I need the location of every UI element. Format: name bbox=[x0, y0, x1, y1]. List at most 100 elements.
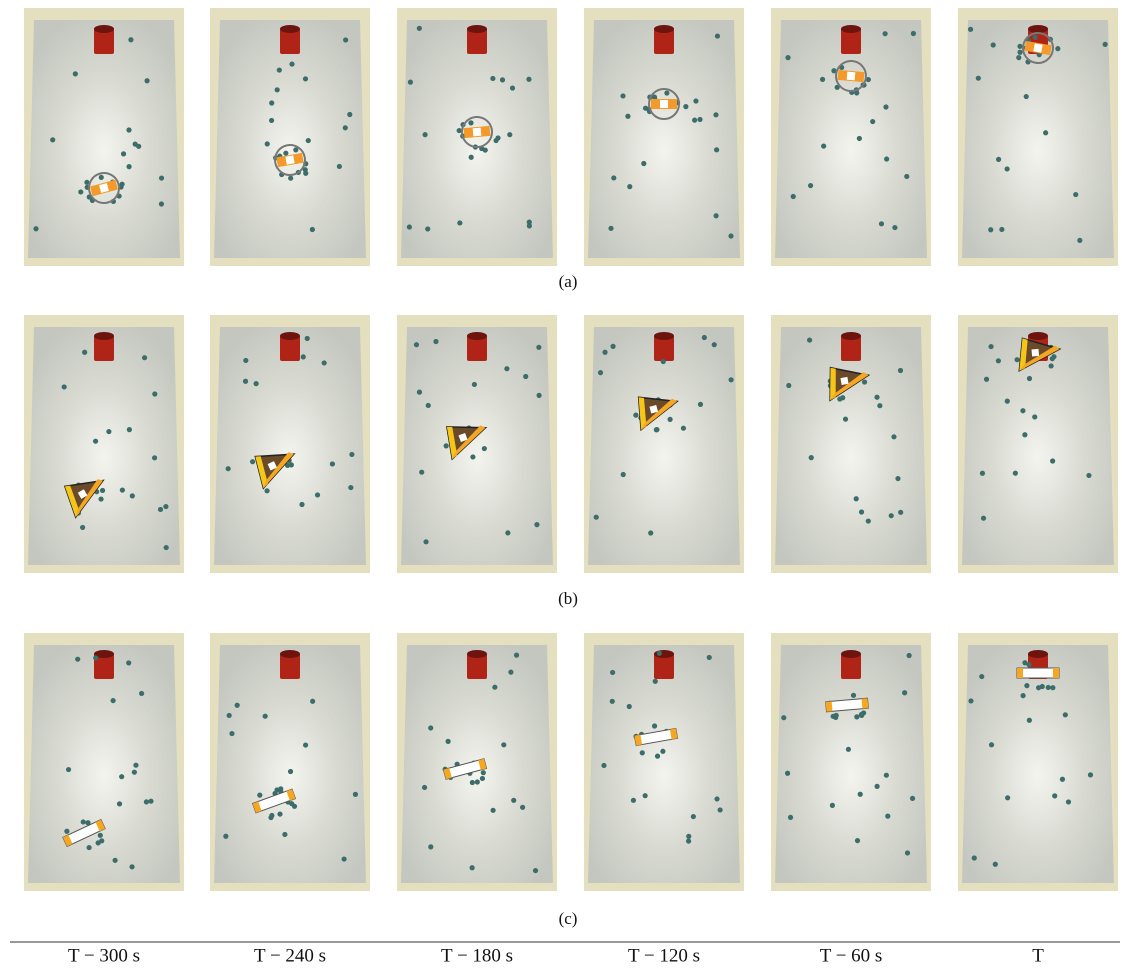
puck bbox=[1016, 55, 1021, 60]
puck bbox=[428, 725, 433, 730]
puck bbox=[343, 125, 348, 130]
puck bbox=[142, 355, 147, 360]
puck bbox=[1050, 685, 1055, 690]
puck bbox=[283, 151, 288, 156]
puck bbox=[728, 377, 733, 382]
puck bbox=[243, 358, 248, 363]
puck bbox=[610, 670, 615, 675]
puck bbox=[907, 653, 912, 658]
puck bbox=[133, 763, 138, 768]
goal-top bbox=[94, 25, 114, 33]
puck bbox=[511, 798, 516, 803]
puck bbox=[482, 446, 487, 451]
puck bbox=[268, 815, 273, 820]
puck bbox=[993, 862, 998, 867]
arena-photo bbox=[958, 8, 1118, 266]
puck bbox=[598, 370, 603, 375]
puck bbox=[1005, 399, 1010, 404]
puck bbox=[265, 141, 270, 146]
puck bbox=[417, 390, 422, 395]
puck bbox=[820, 77, 825, 82]
puck bbox=[536, 393, 541, 398]
puck bbox=[1055, 46, 1060, 51]
puck bbox=[883, 31, 888, 36]
puck bbox=[520, 805, 525, 810]
puck bbox=[254, 381, 259, 386]
goal-top bbox=[280, 25, 300, 33]
arena-floor bbox=[775, 645, 927, 883]
robot-end bbox=[1053, 668, 1059, 678]
puck bbox=[433, 339, 438, 344]
puck bbox=[100, 488, 105, 493]
puck bbox=[979, 674, 984, 679]
puck bbox=[610, 699, 615, 704]
puck bbox=[106, 429, 111, 434]
puck bbox=[854, 714, 859, 719]
puck bbox=[1027, 718, 1032, 723]
puck bbox=[480, 776, 485, 781]
puck bbox=[472, 382, 477, 387]
puck bbox=[148, 799, 153, 804]
puck bbox=[781, 715, 786, 720]
puck bbox=[408, 80, 413, 85]
puck bbox=[417, 26, 422, 31]
column-label: T − 120 s bbox=[628, 945, 700, 966]
puck bbox=[1077, 238, 1082, 243]
puck bbox=[1066, 799, 1071, 804]
arena-photo bbox=[584, 8, 744, 266]
puck bbox=[697, 117, 702, 122]
arena-floor bbox=[962, 645, 1114, 883]
puck bbox=[712, 342, 717, 347]
puck bbox=[243, 379, 248, 384]
puck bbox=[984, 377, 989, 382]
arena-photo bbox=[24, 8, 184, 266]
puck bbox=[691, 814, 696, 819]
puck bbox=[128, 37, 133, 42]
puck bbox=[75, 657, 80, 662]
arena-floor bbox=[588, 20, 740, 258]
puck bbox=[707, 655, 712, 660]
puck bbox=[1026, 662, 1031, 667]
arena-floor bbox=[962, 327, 1114, 565]
puck bbox=[837, 396, 842, 401]
puck bbox=[289, 801, 294, 806]
puck bbox=[126, 127, 131, 132]
puck bbox=[870, 119, 875, 124]
puck bbox=[444, 443, 449, 448]
puck bbox=[1033, 35, 1038, 40]
puck bbox=[342, 856, 347, 861]
puck bbox=[1032, 414, 1037, 419]
goal-top bbox=[1028, 650, 1048, 658]
puck bbox=[874, 395, 879, 400]
puck bbox=[422, 132, 427, 137]
puck bbox=[895, 476, 900, 481]
puck bbox=[594, 515, 599, 520]
puck bbox=[505, 530, 510, 535]
puck bbox=[686, 838, 691, 843]
arena-photo bbox=[584, 315, 744, 573]
puck bbox=[866, 518, 871, 523]
arena-floor bbox=[775, 327, 927, 565]
puck bbox=[1017, 50, 1022, 55]
puck bbox=[808, 183, 813, 188]
puck bbox=[1024, 683, 1029, 688]
puck bbox=[250, 459, 255, 464]
puck bbox=[652, 723, 657, 728]
puck bbox=[1049, 363, 1054, 368]
robot-marker bbox=[660, 100, 668, 108]
puck bbox=[981, 516, 986, 521]
puck bbox=[667, 417, 672, 422]
puck bbox=[144, 78, 149, 83]
puck bbox=[657, 651, 662, 656]
puck bbox=[269, 118, 274, 123]
puck bbox=[1050, 356, 1055, 361]
puck bbox=[428, 844, 433, 849]
puck bbox=[884, 156, 889, 161]
puck bbox=[310, 699, 315, 704]
puck bbox=[718, 807, 723, 812]
puck bbox=[631, 798, 636, 803]
puck bbox=[504, 366, 509, 371]
puck bbox=[126, 660, 131, 665]
puck bbox=[349, 452, 354, 457]
puck bbox=[305, 336, 310, 341]
